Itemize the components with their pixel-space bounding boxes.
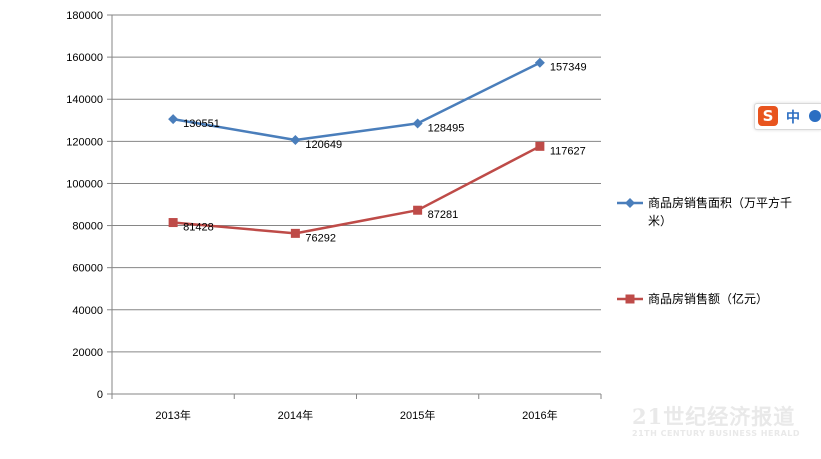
sogou-logo-icon: S bbox=[758, 106, 778, 126]
y-axis: 0 20000 40000 60000 80000 100000 120000 140000 1… bbox=[66, 10, 113, 401]
data-label: 120649 bbox=[305, 139, 342, 151]
data-point-square bbox=[535, 141, 545, 151]
y-tick-label: 120000 bbox=[66, 136, 103, 148]
data-label: 76292 bbox=[305, 232, 336, 244]
watermark-sub: 21TH CENTURY BUSINESS HERALD bbox=[632, 429, 801, 438]
series-layer: 130551 120649 128495 157349 81428 76292 87281 1… bbox=[168, 57, 587, 244]
x-tick-label: 2014年 bbox=[278, 408, 313, 422]
data-point-square bbox=[413, 205, 423, 215]
x-axis: 2013年 2014年 2015年 2016年 bbox=[111, 393, 602, 422]
legend-label-1: 商品房销售额（亿元） bbox=[648, 291, 768, 306]
legend-marker-square bbox=[625, 294, 635, 304]
x-tick-label: 2015年 bbox=[400, 408, 435, 422]
moon-icon[interactable] bbox=[809, 110, 821, 122]
data-point-diamond bbox=[534, 57, 545, 68]
data-label: 81428 bbox=[183, 222, 214, 234]
data-label: 117627 bbox=[550, 145, 586, 157]
y-tick-label: 140000 bbox=[66, 94, 103, 106]
legend-label-cont-0: 米） bbox=[648, 214, 672, 228]
data-point-square bbox=[290, 228, 300, 238]
y-tick-label: 100000 bbox=[66, 178, 103, 190]
ime-toolbar[interactable]: S 中 bbox=[754, 103, 821, 130]
y-tick-label: 180000 bbox=[66, 10, 103, 22]
data-point-diamond bbox=[290, 134, 301, 145]
data-point-diamond bbox=[412, 118, 423, 129]
data-point-diamond bbox=[168, 114, 179, 125]
watermark: 21世纪经济报道 21TH CENTURY BUSINESS HERALD bbox=[632, 405, 800, 439]
gridlines bbox=[112, 14, 601, 353]
data-label: 130551 bbox=[183, 118, 220, 130]
watermark-main: 21世纪经济报道 bbox=[632, 404, 796, 429]
data-point-square bbox=[168, 218, 178, 228]
series-line-0 bbox=[172, 61, 541, 142]
y-tick-label: 60000 bbox=[72, 263, 103, 275]
y-tick-label: 20000 bbox=[72, 347, 103, 359]
y-tick-label: 160000 bbox=[66, 52, 103, 64]
legend-marker-diamond bbox=[625, 198, 635, 208]
y-tick-label: 0 bbox=[97, 389, 103, 401]
data-label: 87281 bbox=[428, 209, 459, 221]
data-label: 128495 bbox=[428, 122, 465, 134]
ime-language-label[interactable]: 中 bbox=[786, 110, 800, 126]
y-tick-label: 80000 bbox=[72, 221, 103, 233]
y-tick-label: 40000 bbox=[72, 305, 103, 317]
legend-label-0: 商品房销售面积（万平方千 bbox=[648, 195, 792, 210]
x-tick-label: 2016年 bbox=[522, 408, 557, 422]
x-tick-label: 2013年 bbox=[155, 408, 190, 422]
data-label: 157349 bbox=[550, 62, 587, 74]
series-line-1 bbox=[172, 145, 541, 235]
